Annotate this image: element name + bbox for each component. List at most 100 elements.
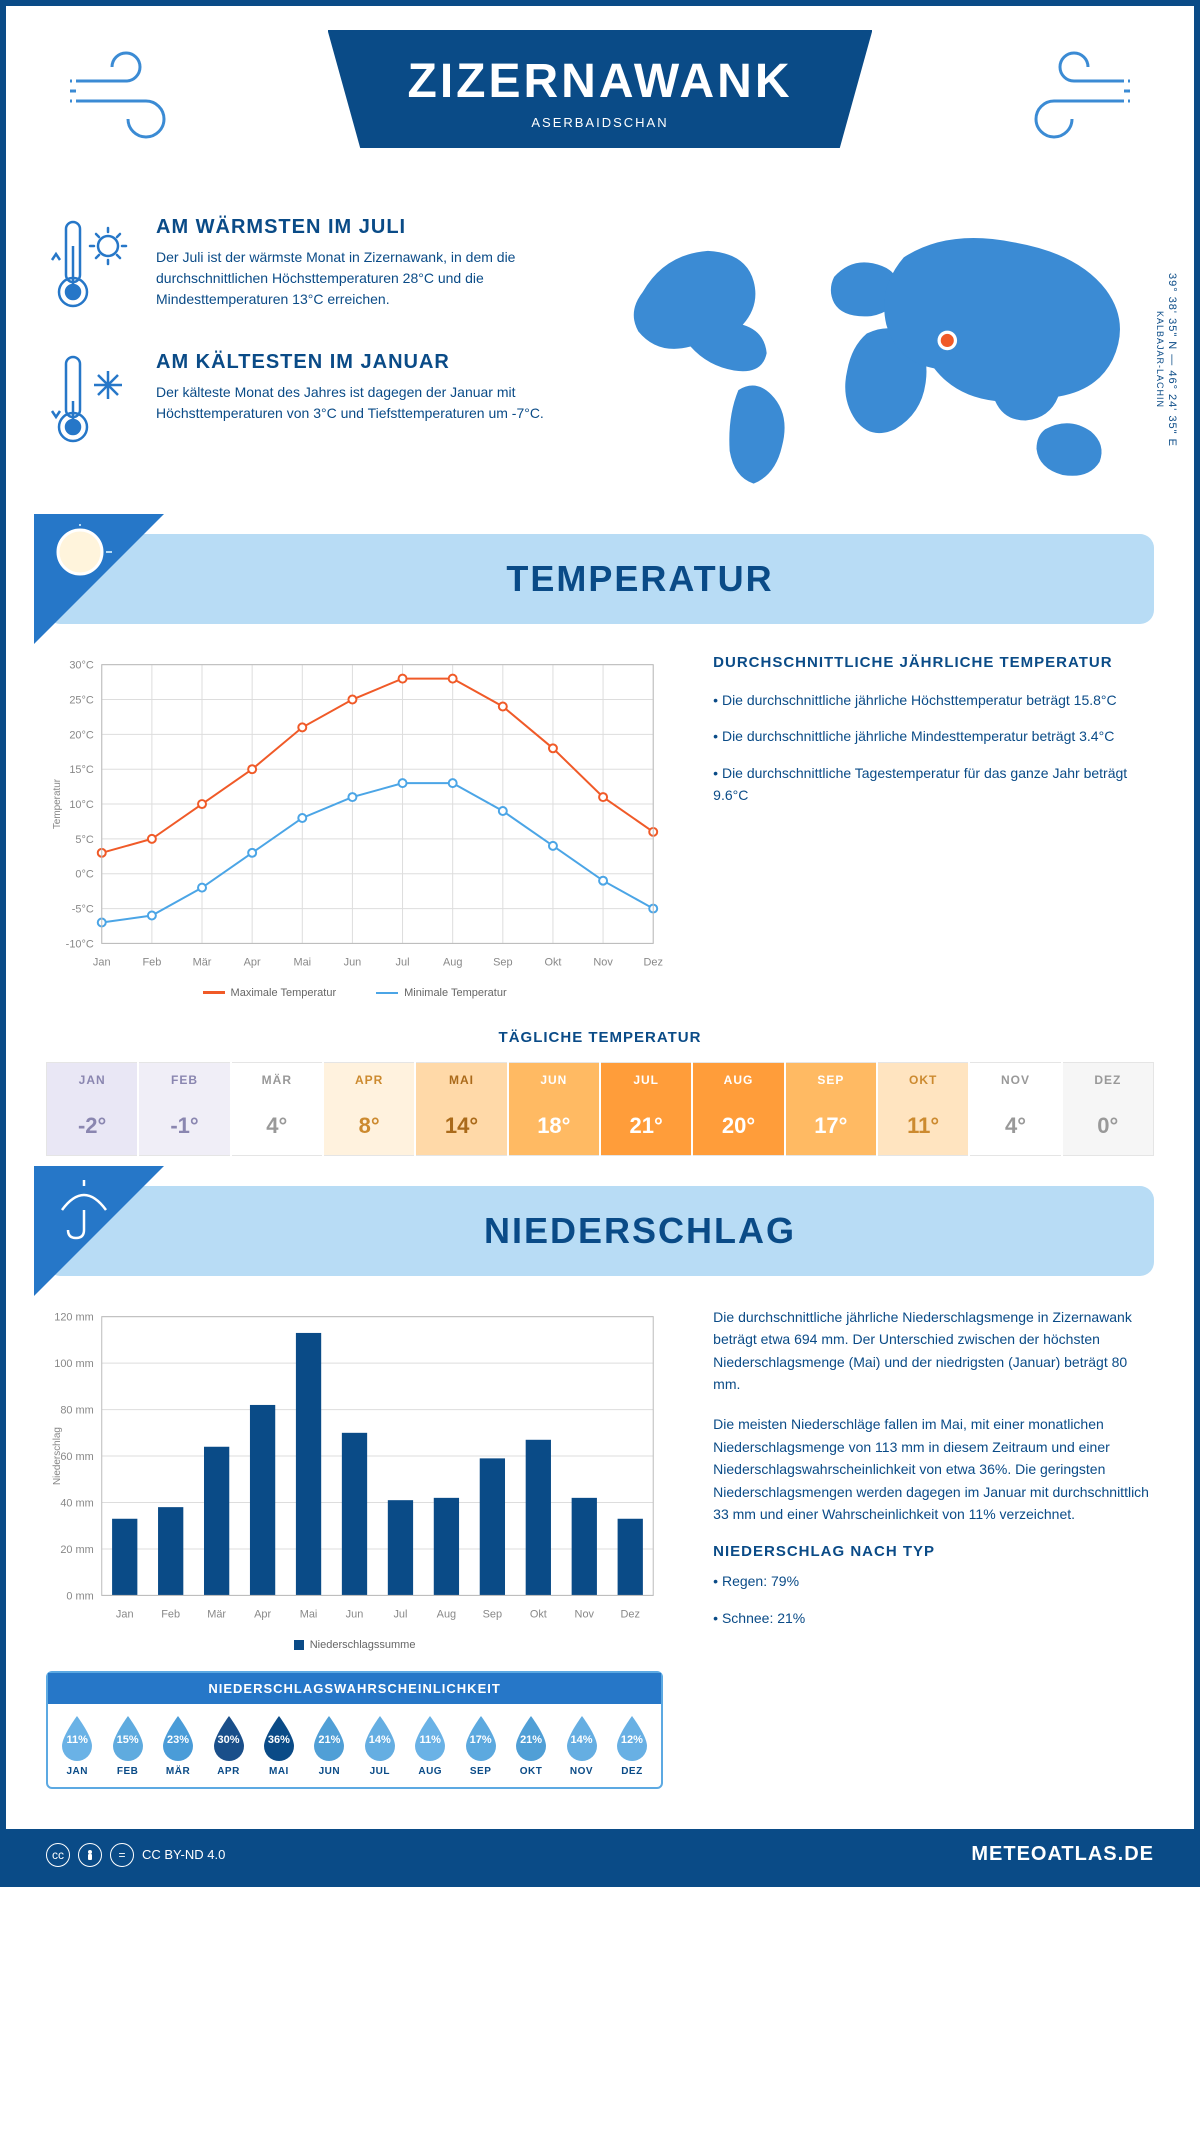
svg-text:Temperatur: Temperatur — [52, 778, 63, 829]
svg-text:Feb: Feb — [161, 1608, 180, 1620]
svg-text:Okt: Okt — [530, 1608, 547, 1620]
svg-text:Okt: Okt — [544, 956, 561, 968]
page-subtitle: ASERBAIDSCHAN — [408, 115, 793, 130]
prob-cell: 11%AUG — [405, 1714, 455, 1777]
info-item: • Die durchschnittliche jährliche Mindes… — [713, 725, 1154, 747]
month-cell: MÄR 4° — [232, 1062, 322, 1156]
month-cell: JUL 21° — [601, 1062, 691, 1156]
svg-text:Dez: Dez — [643, 956, 662, 968]
svg-text:Jun: Jun — [346, 1608, 364, 1620]
svg-text:Feb: Feb — [142, 956, 161, 968]
svg-text:Sep: Sep — [483, 1608, 502, 1620]
svg-text:Jul: Jul — [396, 956, 410, 968]
precip-probability-box: NIEDERSCHLAGSWAHRSCHEINLICHKEIT 11%JAN15… — [46, 1671, 663, 1789]
prob-cell: 14%JUL — [355, 1714, 405, 1777]
daily-temp-table: TÄGLICHE TEMPERATUR JAN -2°FEB -1°MÄR 4°… — [46, 1029, 1154, 1156]
svg-text:20°C: 20°C — [69, 729, 94, 741]
by-icon — [78, 1843, 102, 1867]
prob-cell: 12%DEZ — [607, 1714, 657, 1777]
nd-icon: = — [110, 1843, 134, 1867]
svg-text:60 mm: 60 mm — [60, 1451, 93, 1463]
world-map-svg — [610, 216, 1154, 499]
svg-text:Mai: Mai — [300, 1608, 318, 1620]
month-cell: OKT 11° — [878, 1062, 968, 1156]
info-item: • Regen: 79% — [713, 1570, 1154, 1592]
wind-icon — [1014, 46, 1134, 151]
svg-text:-10°C: -10°C — [66, 938, 94, 950]
svg-text:Jan: Jan — [116, 1608, 134, 1620]
month-cell: APR 8° — [324, 1062, 414, 1156]
svg-text:Niederschlag: Niederschlag — [52, 1427, 63, 1485]
precip-legend: Niederschlagssumme — [46, 1639, 663, 1651]
prob-cell: 17%SEP — [455, 1714, 505, 1777]
month-cell: NOV 4° — [970, 1062, 1060, 1156]
umbrella-icon — [52, 1176, 122, 1251]
svg-text:30°C: 30°C — [69, 660, 94, 672]
prob-cell: 36%MAI — [254, 1714, 304, 1777]
temperature-info: DURCHSCHNITTLICHE JÄHRLICHE TEMPERATUR •… — [713, 654, 1154, 999]
page-title: ZIZERNAWANK — [408, 54, 793, 109]
precipitation-info: Die durchschnittliche jährliche Niedersc… — [713, 1306, 1154, 1789]
cold-text: Der kälteste Monat des Jahres ist dagege… — [156, 382, 590, 424]
svg-text:10°C: 10°C — [69, 799, 94, 811]
info-item: • Schnee: 21% — [713, 1607, 1154, 1629]
svg-text:Apr: Apr — [254, 1608, 271, 1620]
svg-text:Sep: Sep — [493, 956, 512, 968]
month-cell: JUN 18° — [509, 1062, 599, 1156]
prob-cell: 21%JUN — [304, 1714, 354, 1777]
svg-text:0°C: 0°C — [75, 869, 93, 881]
svg-text:Mai: Mai — [293, 956, 311, 968]
temp-legend: Maximale Temperatur Minimale Temperatur — [46, 987, 663, 999]
month-cell: MAI 14° — [416, 1062, 506, 1156]
precipitation-bar-chart: 0 mm20 mm40 mm60 mm80 mm100 mm120 mmJanF… — [46, 1306, 663, 1651]
svg-text:Dez: Dez — [621, 1608, 640, 1620]
prob-cell: 21%OKT — [506, 1714, 556, 1777]
svg-text:120 mm: 120 mm — [54, 1312, 94, 1324]
month-cell: SEP 17° — [786, 1062, 876, 1156]
cold-fact: AM KÄLTESTEN IM JANUAR Der kälteste Mona… — [46, 351, 590, 456]
svg-text:15°C: 15°C — [69, 764, 94, 776]
svg-text:Mär: Mär — [207, 1608, 226, 1620]
intro-section: AM WÄRMSTEN IM JULI Der Juli ist der wär… — [46, 216, 1154, 504]
brand-name: METEOATLAS.DE — [971, 1843, 1154, 1866]
temperature-line-chart: -10°C-5°C0°C5°C10°C15°C20°C25°C30°CJanFe… — [46, 654, 663, 999]
svg-text:5°C: 5°C — [75, 834, 93, 846]
legend-max: Maximale Temperatur — [203, 987, 337, 999]
prob-cell: 23%MÄR — [153, 1714, 203, 1777]
info-item: • Die durchschnittliche Tagestemperatur … — [713, 762, 1154, 807]
month-cell: FEB -1° — [139, 1062, 229, 1156]
svg-text:Jan: Jan — [93, 956, 111, 968]
prob-cell: 30%APR — [203, 1714, 253, 1777]
info-item: • Die durchschnittliche jährliche Höchst… — [713, 689, 1154, 711]
svg-text:Jul: Jul — [393, 1608, 407, 1620]
thermometer-sun-icon — [46, 216, 136, 321]
page-frame: ZIZERNAWANK ASERBAIDSCHAN — [0, 0, 1200, 1887]
prob-cell: 11%JAN — [52, 1714, 102, 1777]
cold-title: AM KÄLTESTEN IM JANUAR — [156, 351, 590, 374]
cc-icon: cc — [46, 1843, 70, 1867]
precipitation-section-title: NIEDERSCHLAG — [46, 1186, 1154, 1276]
svg-text:-5°C: -5°C — [72, 903, 94, 915]
svg-text:100 mm: 100 mm — [54, 1358, 94, 1370]
svg-text:80 mm: 80 mm — [60, 1404, 93, 1416]
month-cell: JAN -2° — [47, 1062, 137, 1156]
warm-text: Der Juli ist der wärmste Monat in Zizern… — [156, 247, 590, 310]
svg-text:Aug: Aug — [443, 956, 462, 968]
temperature-section-title: TEMPERATUR — [46, 534, 1154, 624]
sun-icon — [52, 524, 122, 599]
svg-text:Nov: Nov — [575, 1608, 595, 1620]
header: ZIZERNAWANK ASERBAIDSCHAN — [46, 36, 1154, 196]
prob-cell: 15%FEB — [102, 1714, 152, 1777]
svg-text:Mär: Mär — [193, 956, 212, 968]
world-map: 39° 38' 35" N — 46° 24' 35" E KALBAJAR-L… — [610, 216, 1154, 504]
prob-cell: 14%NOV — [556, 1714, 606, 1777]
title-banner: ZIZERNAWANK ASERBAIDSCHAN — [328, 30, 873, 148]
svg-text:20 mm: 20 mm — [60, 1544, 93, 1556]
warm-title: AM WÄRMSTEN IM JULI — [156, 216, 590, 239]
month-cell: AUG 20° — [693, 1062, 783, 1156]
license: cc = CC BY-ND 4.0 — [46, 1843, 225, 1867]
month-cell: DEZ 0° — [1063, 1062, 1153, 1156]
warm-fact: AM WÄRMSTEN IM JULI Der Juli ist der wär… — [46, 216, 590, 321]
svg-text:Nov: Nov — [593, 956, 613, 968]
svg-text:Apr: Apr — [244, 956, 261, 968]
